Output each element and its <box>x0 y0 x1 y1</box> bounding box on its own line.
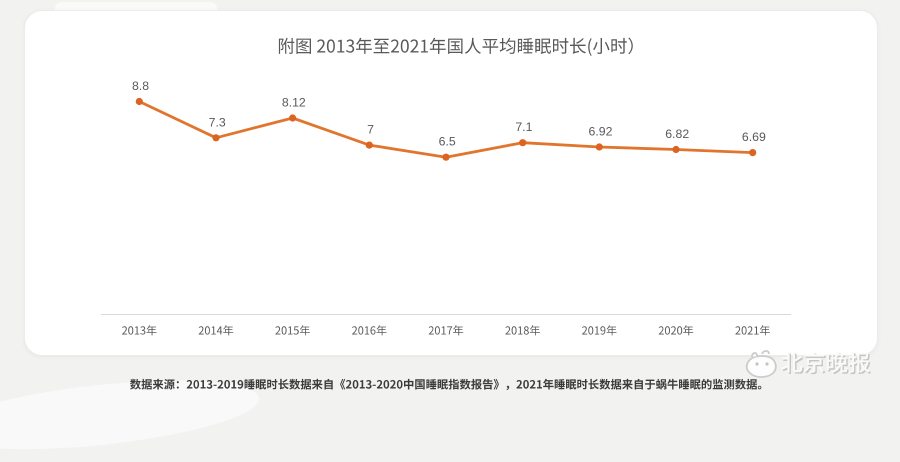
svg-text:8.8: 8.8 <box>132 79 149 93</box>
svg-text:7: 7 <box>367 123 374 137</box>
svg-text:6.92: 6.92 <box>589 125 613 139</box>
svg-text:6.69: 6.69 <box>742 130 766 144</box>
svg-text:7.1: 7.1 <box>515 120 532 134</box>
svg-text:6.82: 6.82 <box>665 127 689 141</box>
svg-text:6.5: 6.5 <box>439 135 456 149</box>
svg-text:8.12: 8.12 <box>282 96 306 110</box>
svg-text:7.3: 7.3 <box>209 115 226 129</box>
